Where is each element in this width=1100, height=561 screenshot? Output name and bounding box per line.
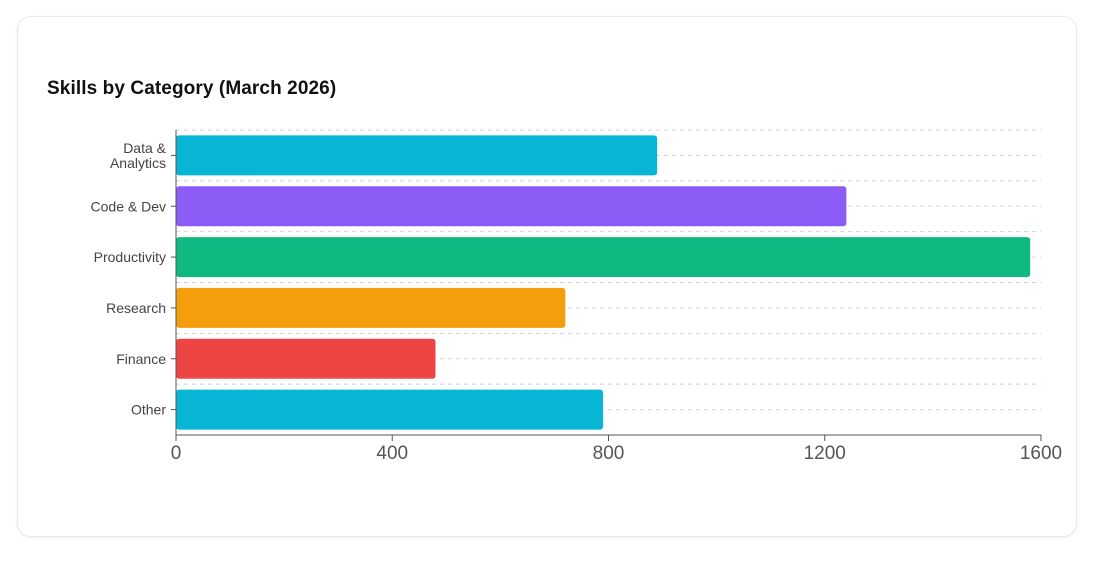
x-tick-label: 1600 (1020, 443, 1062, 464)
bar-0[interactable] (176, 135, 658, 176)
x-tick-label: 1200 (804, 443, 846, 464)
bar-2[interactable] (176, 237, 1031, 278)
y-tick-label: Productivity (94, 249, 166, 265)
y-tick-label: Data & (123, 140, 166, 156)
y-tick-label: Code & Dev (91, 198, 166, 214)
chart-title: Skills by Category (March 2026) (47, 78, 337, 99)
x-tick-label: 800 (593, 443, 625, 464)
y-tick-label: Finance (116, 351, 166, 367)
bar-3[interactable] (176, 287, 566, 328)
y-tick-label: Research (106, 300, 166, 316)
x-tick-label: 400 (376, 443, 408, 464)
bar-4[interactable] (176, 338, 436, 379)
y-tick-label: Analytics (110, 155, 166, 171)
bar-5[interactable] (176, 389, 604, 430)
y-tick-label: Other (131, 402, 166, 418)
x-tick-label: 0 (171, 443, 182, 464)
bar-1[interactable] (176, 186, 847, 227)
